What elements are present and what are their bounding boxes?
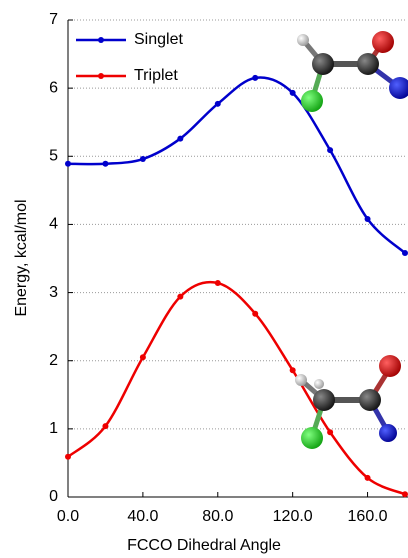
series-line <box>67 280 406 496</box>
y-tick-label: 4 <box>49 216 58 233</box>
plot-area: 0 1 2 3 4 5 6 7 0.0 40.0 80.0 120.0 160.0 Singlet Trip… <box>49 11 408 525</box>
x-tick-label: 0.0 <box>57 508 79 525</box>
x-tick-label: 80.0 <box>202 508 233 525</box>
data-point <box>402 250 408 257</box>
data-point <box>102 423 109 430</box>
data-point <box>65 160 71 167</box>
y-tick-label: 7 <box>49 11 58 28</box>
legend-label: Triplet <box>134 67 178 84</box>
series-line <box>67 76 406 254</box>
data-point <box>252 74 259 81</box>
legend-marker <box>98 37 104 43</box>
data-point <box>327 429 334 436</box>
molecule-singlet <box>297 31 408 112</box>
y-tick-label: 3 <box>49 284 58 301</box>
y-tick-label: 0 <box>49 488 58 505</box>
data-point <box>139 354 146 361</box>
data-point <box>364 474 371 481</box>
data-point <box>177 293 184 300</box>
data-point <box>177 135 184 142</box>
data-point <box>214 100 221 107</box>
data-point <box>214 280 221 287</box>
data-point <box>289 367 296 374</box>
data-point <box>402 491 408 498</box>
y-axis-title: Energy, kcal/mol <box>13 199 30 316</box>
data-point <box>327 147 334 154</box>
data-point <box>289 89 296 96</box>
y-tick-label: 2 <box>49 352 58 369</box>
x-tick-label: 160.0 <box>348 508 388 525</box>
data-point <box>364 215 371 222</box>
y-tick-label: 6 <box>49 79 58 96</box>
y-tick-label: 1 <box>49 420 58 437</box>
x-tick-label: 120.0 <box>273 508 313 525</box>
legend-label: Singlet <box>134 31 183 48</box>
data-point <box>252 310 259 317</box>
x-axis-title: FCCO Dihedral Angle <box>127 537 281 554</box>
data-point <box>102 160 109 167</box>
x-tick-label: 40.0 <box>127 508 158 525</box>
data-point <box>139 156 146 163</box>
legend-marker <box>98 73 104 79</box>
molecule-triplet <box>295 355 401 449</box>
data-point <box>65 453 71 460</box>
y-tick-label: 5 <box>49 148 58 165</box>
